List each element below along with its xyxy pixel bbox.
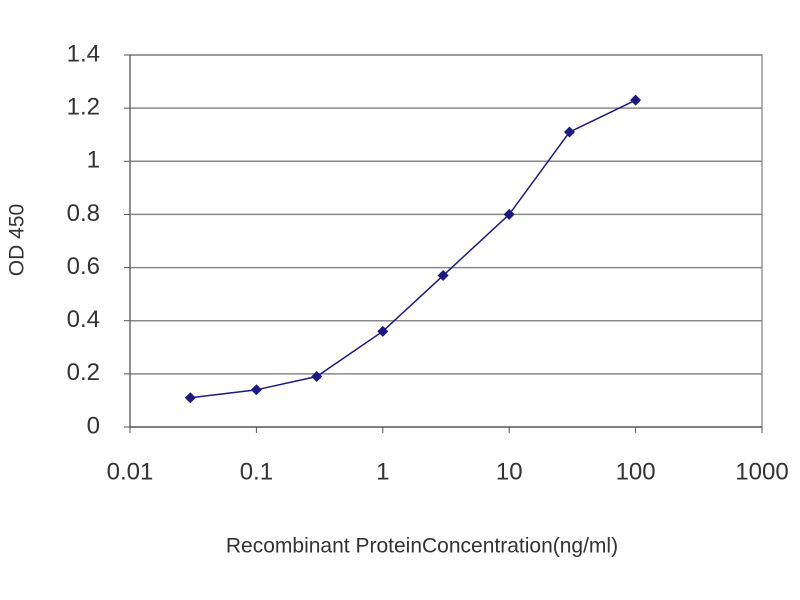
plot-frame bbox=[129, 54, 763, 428]
x-tick-label: 100 bbox=[616, 458, 656, 485]
data-point bbox=[250, 384, 262, 396]
x-tick-label: 1000 bbox=[735, 458, 788, 485]
y-tick-label: 1.2 bbox=[67, 93, 100, 120]
y-tick-label: 0.2 bbox=[67, 359, 100, 386]
data-point bbox=[377, 325, 389, 337]
y-tick-label: 1 bbox=[87, 147, 100, 174]
x-tick-label: 10 bbox=[496, 458, 523, 485]
data-point bbox=[184, 392, 196, 404]
data-line bbox=[190, 99, 636, 399]
x-axis-title: Recombinant ProteinConcentration(ng/ml) bbox=[226, 535, 618, 558]
y-axis-title: OD 450 bbox=[6, 204, 29, 276]
y-tick-label: 0.6 bbox=[67, 253, 100, 280]
y-tick-label: 0.4 bbox=[67, 306, 100, 333]
data-point bbox=[503, 208, 515, 220]
x-tick-label: 0.1 bbox=[240, 458, 273, 485]
y-tick-label: 1.4 bbox=[67, 40, 100, 67]
y-tick-label: 0.8 bbox=[67, 200, 100, 227]
x-tick-label: 1 bbox=[376, 458, 389, 485]
data-point bbox=[311, 371, 323, 383]
y-tick-label: 0 bbox=[87, 412, 100, 439]
data-point bbox=[564, 126, 576, 138]
data-point bbox=[437, 270, 449, 282]
x-tick-label: 0.01 bbox=[107, 458, 154, 485]
data-point bbox=[630, 94, 642, 106]
